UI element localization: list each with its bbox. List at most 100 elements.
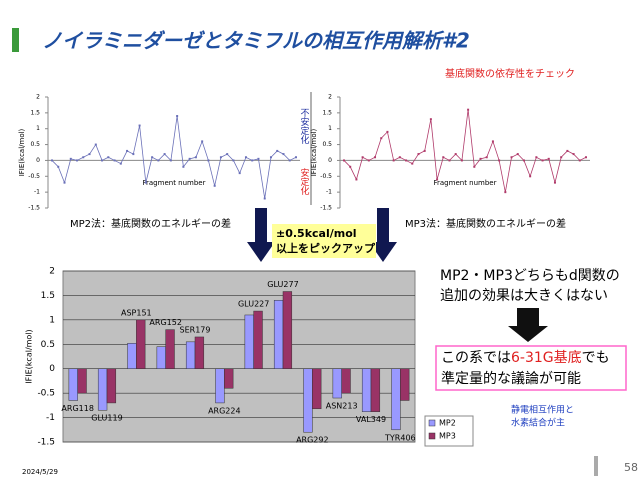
bar <box>312 368 322 410</box>
data-point <box>101 159 104 162</box>
data-point <box>51 159 53 162</box>
y-tick-label: 0.5 <box>30 141 40 148</box>
data-point <box>436 178 439 181</box>
data-point <box>119 162 122 165</box>
bar <box>303 368 313 433</box>
category-label: GLU277 <box>267 280 298 289</box>
note: 追加の効果は大きくはない <box>440 288 608 304</box>
y-tick-label: -0.5 <box>320 173 332 180</box>
accent-bar <box>12 28 19 52</box>
data-point <box>349 165 352 168</box>
bar <box>341 368 351 394</box>
y-tick-label: -1.5 <box>28 205 40 212</box>
data-point <box>63 181 66 184</box>
y-axis-label: IFIE(kcal/mol) <box>310 128 318 176</box>
data-point <box>251 159 254 162</box>
data-point <box>151 156 154 159</box>
data-line <box>51 115 297 199</box>
conclusion-highlight: 6-31G基底 <box>511 349 582 366</box>
bar <box>215 368 225 404</box>
data-point <box>132 153 135 156</box>
y-tick-label: -1 <box>34 189 40 196</box>
plot-area <box>62 270 416 443</box>
data-point <box>88 153 91 156</box>
data-point <box>442 156 445 159</box>
arrow <box>247 208 275 262</box>
data-point <box>188 157 191 160</box>
data-point <box>510 156 513 159</box>
data-point <box>76 159 79 162</box>
y-tick-label: -1 <box>326 189 332 196</box>
data-point <box>213 184 216 187</box>
bar <box>282 291 293 369</box>
data-point <box>467 108 470 111</box>
data-point <box>182 165 185 168</box>
bar <box>77 368 87 394</box>
conclusion: 準定量的な議論が可能 <box>441 370 581 387</box>
note: MP2・MP3どちらもd関数の <box>440 268 620 284</box>
legend-label: MP2 <box>439 419 456 428</box>
bar <box>244 314 254 369</box>
y-tick-label: 1 <box>36 125 40 132</box>
data-point <box>398 156 401 159</box>
category-label: ARG152 <box>149 318 182 327</box>
separator <box>594 456 598 476</box>
y-tick-label: 0 <box>328 157 332 164</box>
remark: 静電相互作用と <box>511 404 574 416</box>
data-point <box>392 159 395 162</box>
data-point <box>219 156 222 159</box>
data-point <box>405 159 408 162</box>
data-point <box>355 178 358 181</box>
category-label: ASN213 <box>326 402 358 411</box>
data-point <box>295 156 297 159</box>
data-line <box>343 109 587 193</box>
y-tick-label: -0.5 <box>28 173 40 180</box>
data-point <box>282 153 285 156</box>
category-label: ARG118 <box>61 404 94 413</box>
data-point <box>585 156 587 159</box>
data-point <box>479 157 482 160</box>
data-point <box>144 181 147 184</box>
remark: 水素結合が主 <box>511 417 565 429</box>
y-tick-label: -1 <box>46 413 55 423</box>
date: 2024/5/29 <box>22 468 58 476</box>
data-point <box>163 153 166 156</box>
y-tick-label: -0.5 <box>37 389 55 399</box>
slide-title: ノイラミニダーゼとタミフルの相互作用解析#2 <box>42 29 470 53</box>
y-tick-label: -1.5 <box>37 438 55 448</box>
bar <box>361 368 372 412</box>
data-point <box>504 191 507 194</box>
category-label: SER179 <box>180 325 211 334</box>
category-label: ARG292 <box>296 436 329 445</box>
y-tick-label: 1.5 <box>30 109 40 116</box>
data-point <box>374 156 377 159</box>
y-axis-label: IFIE(kcal/mol) <box>25 329 34 383</box>
data-point <box>361 156 364 159</box>
data-point <box>566 149 569 152</box>
x-axis-label: Fragment number <box>143 179 206 187</box>
data-point <box>498 159 501 162</box>
data-point <box>201 140 204 143</box>
bar <box>332 368 342 399</box>
category-label: ARG224 <box>208 406 241 415</box>
category-label: GLU227 <box>238 300 269 309</box>
data-point <box>126 149 129 152</box>
pickup-box <box>272 224 376 258</box>
y-tick-label: 1 <box>328 125 332 132</box>
data-point <box>176 115 179 118</box>
data-point <box>491 140 494 143</box>
y-tick-label: -1.5 <box>320 205 332 212</box>
data-point <box>194 156 197 159</box>
y-tick-label: 1.5 <box>41 291 55 301</box>
bar <box>68 368 78 401</box>
caption: MP2法：基底関数のエネルギーの差 <box>70 217 231 230</box>
data-point <box>226 153 229 156</box>
bar <box>194 336 205 369</box>
data-point <box>113 159 116 162</box>
bar <box>136 319 146 369</box>
y-tick-label: 0 <box>49 364 55 374</box>
data-point <box>257 157 260 160</box>
data-point <box>94 143 97 146</box>
y-tick-label: 0.5 <box>322 141 332 148</box>
